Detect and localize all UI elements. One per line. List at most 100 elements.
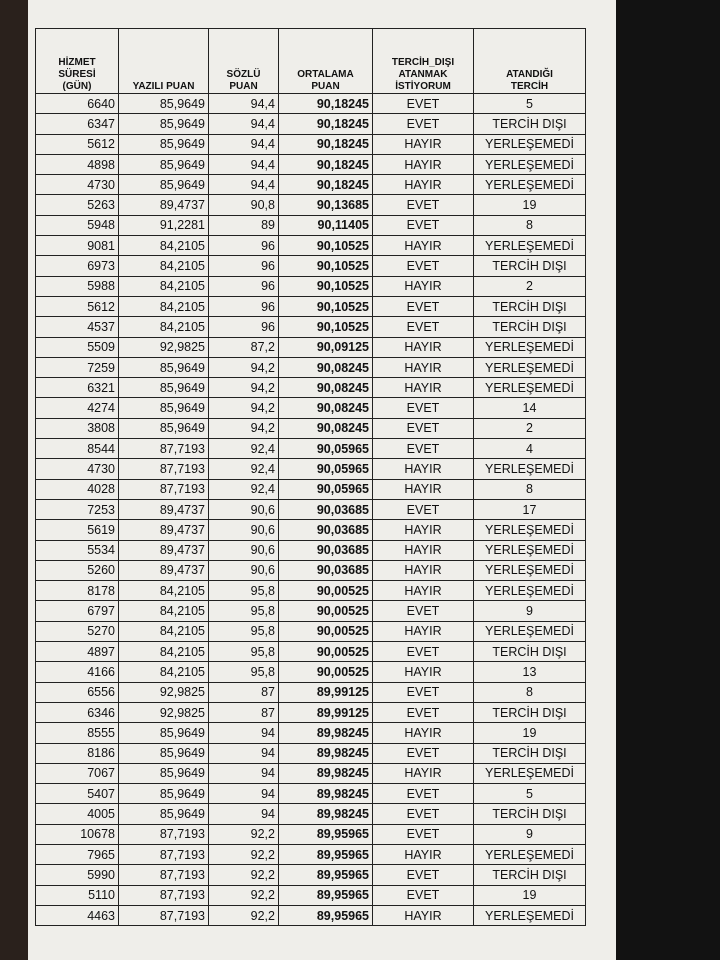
table-cell: 5407 bbox=[35, 783, 119, 805]
column-header: ATANDIĞI TERCİH bbox=[473, 28, 586, 94]
table-cell: 5110 bbox=[35, 884, 119, 906]
table-cell: HAYIR bbox=[372, 377, 474, 399]
table-cell: 90,18245 bbox=[278, 113, 373, 135]
table-cell: 85,9649 bbox=[118, 113, 209, 135]
table-row: 5534 89,4737 90,6 90,03685 HAYIR YERLEŞEMEDİ bbox=[35, 539, 586, 561]
table-cell: EVET bbox=[372, 681, 474, 703]
table-cell: 8 bbox=[473, 214, 586, 237]
table-cell: 89,4737 bbox=[118, 194, 209, 216]
table-row: 7259 85,9649 94,2 90,08245 HAYIR YERLEŞEMEDİ bbox=[35, 356, 586, 379]
table-cell: 6556 bbox=[35, 681, 119, 703]
table-cell: 2 bbox=[473, 417, 586, 440]
table-cell: TERCİH DIŞI bbox=[473, 803, 586, 825]
table-cell: 84,2105 bbox=[118, 316, 209, 338]
table-cell: 84,2105 bbox=[118, 255, 209, 277]
table-cell: 4897 bbox=[35, 641, 119, 663]
table-cell: 94,2 bbox=[208, 397, 279, 419]
table-cell: 5948 bbox=[35, 214, 119, 237]
table-cell: 4537 bbox=[35, 316, 119, 338]
table-cell: 17 bbox=[473, 498, 586, 521]
table-cell: 85,9649 bbox=[118, 742, 209, 764]
table-cell: 94,2 bbox=[208, 417, 279, 440]
table-cell: 91,2281 bbox=[118, 214, 209, 237]
table-cell: HAYIR bbox=[372, 174, 474, 196]
table-row: 5509 92,9825 87,2 90,09125 HAYIR YERLEŞEMEDİ bbox=[35, 336, 586, 358]
table-cell: HAYIR bbox=[372, 275, 474, 297]
table-cell: 6347 bbox=[35, 113, 119, 135]
table-cell: 87,7193 bbox=[118, 458, 209, 480]
table-row: 5263 89,4737 90,8 90,13685 EVET 19 bbox=[35, 194, 586, 216]
table-cell: 5534 bbox=[35, 539, 119, 561]
table-cell: TERCİH DIŞI bbox=[473, 701, 586, 724]
table-cell: 84,2105 bbox=[118, 641, 209, 663]
table-cell: 90,18245 bbox=[278, 133, 373, 155]
table-cell: 95,8 bbox=[208, 641, 279, 663]
table-cell: 6640 bbox=[35, 92, 119, 115]
table-cell: EVET bbox=[372, 498, 474, 521]
table-cell: YERLEŞEMEDİ bbox=[473, 519, 586, 541]
table-cell: EVET bbox=[372, 884, 474, 906]
table-cell: 4463 bbox=[35, 904, 119, 927]
table-row: 8555 85,9649 94 89,98245 HAYIR 19 bbox=[35, 722, 586, 744]
table-cell: EVET bbox=[372, 864, 474, 886]
table-cell: 90,6 bbox=[208, 498, 279, 521]
table-cell: 87 bbox=[208, 681, 279, 703]
table-cell: YERLEŞEMEDİ bbox=[473, 559, 586, 582]
table-cell: 87,7193 bbox=[118, 904, 209, 927]
table-cell: 87,7193 bbox=[118, 884, 209, 906]
table-cell: 90,10525 bbox=[278, 295, 373, 318]
table-cell: 90,00525 bbox=[278, 620, 373, 643]
table-cell: 84,2105 bbox=[118, 620, 209, 643]
table-cell: 85,9649 bbox=[118, 153, 209, 176]
table-cell: TERCİH DIŞI bbox=[473, 864, 586, 886]
table-cell: 87,7193 bbox=[118, 864, 209, 886]
table-cell: 90,6 bbox=[208, 559, 279, 582]
table-cell: 84,2105 bbox=[118, 661, 209, 683]
table-cell: 8 bbox=[473, 478, 586, 500]
table-row: 5948 91,2281 89 90,11405 EVET 8 bbox=[35, 214, 586, 237]
table-cell: EVET bbox=[372, 823, 474, 845]
table-cell: 5612 bbox=[35, 133, 119, 155]
table-cell: 87,7193 bbox=[118, 823, 209, 845]
table-cell: 90,10525 bbox=[278, 316, 373, 338]
table-cell: EVET bbox=[372, 92, 474, 115]
table-cell: 85,9649 bbox=[118, 356, 209, 379]
table-cell: 95,8 bbox=[208, 661, 279, 683]
table-row: 7067 85,9649 94 89,98245 HAYIR YERLEŞEMEDİ bbox=[35, 762, 586, 785]
table-row: 5988 84,2105 96 90,10525 HAYIR 2 bbox=[35, 275, 586, 297]
table-row: 7965 87,7193 92,2 89,95965 HAYIR YERLEŞEMEDİ bbox=[35, 843, 586, 866]
table-cell: 94,2 bbox=[208, 377, 279, 399]
table-cell: 85,9649 bbox=[118, 762, 209, 785]
table-cell: 2 bbox=[473, 275, 586, 297]
table-row: 5612 84,2105 96 90,10525 EVET TERCİH DIŞI bbox=[35, 295, 586, 318]
table-cell: HAYIR bbox=[372, 620, 474, 643]
table-row: 5990 87,7193 92,2 89,95965 EVET TERCİH DIŞI bbox=[35, 864, 586, 886]
table-cell: HAYIR bbox=[372, 336, 474, 358]
table-cell: 90,00525 bbox=[278, 580, 373, 602]
table-cell: 89,4737 bbox=[118, 539, 209, 561]
table-cell: 92,2 bbox=[208, 904, 279, 927]
table-cell: HAYIR bbox=[372, 843, 474, 866]
table-row: 4005 85,9649 94 89,98245 EVET TERCİH DIŞI bbox=[35, 803, 586, 825]
table-cell: 90,08245 bbox=[278, 356, 373, 379]
table-cell: 89,99125 bbox=[278, 701, 373, 724]
table-row: 4274 85,9649 94,2 90,08245 EVET 14 bbox=[35, 397, 586, 419]
table-cell: 89,95965 bbox=[278, 843, 373, 866]
table-cell: 94,4 bbox=[208, 113, 279, 135]
table-row: 8544 87,7193 92,4 90,05965 EVET 4 bbox=[35, 438, 586, 460]
table-cell: 85,9649 bbox=[118, 783, 209, 805]
table-cell: 92,2 bbox=[208, 823, 279, 845]
table-cell: 90,18245 bbox=[278, 174, 373, 196]
table-cell: 92,4 bbox=[208, 478, 279, 500]
table-row: 6321 85,9649 94,2 90,08245 HAYIR YERLEŞEMEDİ bbox=[35, 377, 586, 399]
table-cell: 19 bbox=[473, 194, 586, 216]
table-cell: 4028 bbox=[35, 478, 119, 500]
table-cell: HAYIR bbox=[372, 661, 474, 683]
table-cell: 94 bbox=[208, 762, 279, 785]
table-cell: HAYIR bbox=[372, 580, 474, 602]
table-row: 5407 85,9649 94 89,98245 EVET 5 bbox=[35, 783, 586, 805]
table-cell: 87 bbox=[208, 701, 279, 724]
table-cell: 90,03685 bbox=[278, 519, 373, 541]
table-cell: YERLEŞEMEDİ bbox=[473, 539, 586, 561]
table-cell: 8 bbox=[473, 681, 586, 703]
